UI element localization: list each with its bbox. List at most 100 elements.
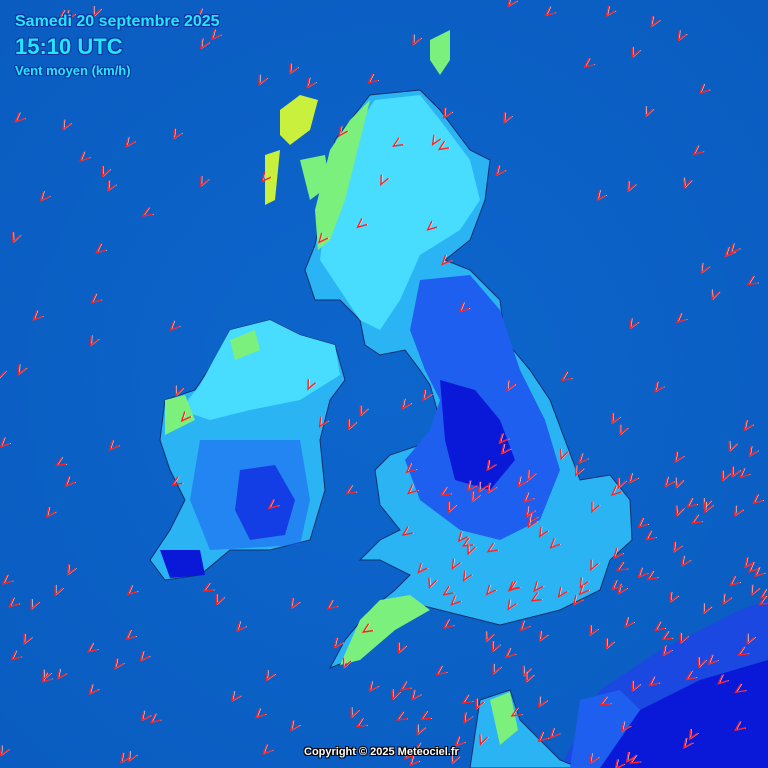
wind-direction-chevron-icon — [702, 603, 712, 615]
wind-direction-chevron-icon — [412, 34, 422, 46]
wind-direction-chevron-icon — [200, 175, 209, 188]
wind-direction-chevron-icon — [0, 745, 10, 757]
wind-direction-chevron-icon — [39, 190, 50, 202]
wind-direction-chevron-icon — [559, 448, 569, 461]
wind-direction-chevron-icon — [579, 577, 589, 589]
wind-direction-chevron-icon — [605, 638, 615, 650]
wind-direction-chevron-icon — [721, 470, 731, 483]
wind-direction-chevron-icon — [450, 753, 460, 765]
wind-direction-chevron-icon — [23, 633, 32, 646]
wind-direction-chevron-icon — [688, 728, 699, 741]
wind-direction-chevron-icon — [0, 437, 11, 448]
wind-direction-chevron-icon — [560, 371, 572, 382]
wind-direction-chevron-icon — [196, 8, 208, 19]
wind-direction-chevron-icon — [712, 289, 721, 300]
wind-direction-chevron-icon — [401, 526, 413, 537]
wind-direction-chevron-icon — [523, 665, 532, 677]
wind-direction-chevron-icon — [401, 398, 412, 410]
wind-direction-chevron-icon — [467, 543, 476, 556]
great-britain — [304, 89, 633, 669]
wind-direction-chevron-icon — [575, 465, 584, 477]
wind-direction-chevron-icon — [724, 246, 735, 258]
wind-direction-chevron-icon — [530, 592, 542, 602]
wind-direction-chevron-icon — [707, 654, 719, 666]
wind-direction-chevron-icon — [747, 562, 759, 573]
wind-direction-chevron-icon — [261, 171, 272, 183]
wind-direction-chevron-icon — [54, 456, 67, 467]
wind-direction-chevron-icon — [596, 190, 607, 202]
wind-direction-chevron-icon — [169, 320, 180, 332]
wind-direction-chevron-icon — [591, 501, 600, 514]
wind-direction-chevron-icon — [359, 405, 369, 418]
wind-direction-chevron-icon — [356, 218, 368, 229]
wind-direction-chevron-icon — [1, 574, 13, 585]
wind-direction-chevron-icon — [95, 243, 107, 254]
wind-direction-chevron-icon — [210, 29, 222, 41]
wind-direction-chevron-icon — [669, 591, 679, 604]
wind-direction-chevron-icon — [254, 708, 266, 719]
wind-direction-chevron-icon — [486, 542, 498, 553]
wind-direction-chevron-icon — [734, 683, 746, 694]
wind-direction-chevron-icon — [180, 411, 192, 423]
wind-direction-chevron-icon — [522, 665, 532, 678]
wind-direction-chevron-icon — [704, 501, 714, 514]
wind-direction-chevron-icon — [86, 642, 98, 653]
wind-direction-chevron-icon — [65, 9, 76, 22]
wind-direction-chevron-icon — [350, 707, 360, 719]
wind-direction-chevron-icon — [126, 585, 138, 596]
wind-direction-chevron-icon — [686, 497, 698, 508]
wind-direction-chevron-icon — [537, 696, 548, 708]
wind-direction-chevron-icon — [629, 318, 639, 330]
wind-direction-chevron-icon — [10, 650, 22, 661]
wind-direction-chevron-icon — [578, 584, 590, 596]
wind-direction-chevron-icon — [428, 577, 437, 589]
wind-direction-chevron-icon — [442, 585, 454, 596]
wind-direction-chevron-icon — [738, 468, 750, 479]
wind-direction-chevron-icon — [677, 30, 687, 42]
wind-direction-chevron-icon — [599, 696, 611, 706]
wind-direction-chevron-icon — [141, 207, 153, 217]
wind-direction-chevron-icon — [486, 460, 496, 472]
wind-direction-chevron-icon — [549, 728, 560, 739]
wind-direction-chevron-icon — [380, 174, 389, 187]
wind-direction-chevron-icon — [692, 145, 704, 156]
wind-direction-chevron-icon — [507, 599, 517, 611]
wind-direction-chevron-icon — [441, 254, 452, 266]
wind-direction-chevron-icon — [172, 128, 183, 140]
wind-direction-chevron-icon — [171, 476, 183, 486]
wind-direction-chevron-icon — [41, 672, 53, 683]
wind-direction-chevron-icon — [361, 623, 374, 633]
wind-direction-chevron-icon — [461, 537, 474, 547]
wind-direction-chevron-icon — [611, 580, 622, 591]
wind-direction-chevron-icon — [509, 580, 521, 591]
wind-direction-chevron-icon — [525, 506, 536, 518]
wind-direction-chevron-icon — [407, 484, 419, 495]
wind-direction-chevron-icon — [176, 385, 185, 397]
wind-direction-chevron-icon — [485, 584, 497, 596]
wind-direction-chevron-icon — [503, 112, 513, 124]
wind-direction-chevron-icon — [90, 293, 102, 304]
wind-direction-chevron-icon — [442, 618, 454, 630]
wind-direction-chevron-icon — [628, 472, 639, 485]
wind-direction-chevron-icon — [544, 6, 556, 17]
wind-direction-chevron-icon — [637, 517, 649, 529]
wind-direction-chevron-icon — [410, 689, 421, 701]
wind-direction-chevron-icon — [527, 517, 538, 529]
wind-direction-chevron-icon — [431, 134, 442, 146]
wind-direction-chevron-icon — [486, 482, 497, 495]
wind-direction-chevron-icon — [728, 440, 738, 453]
wind-direction-chevron-icon — [679, 632, 689, 645]
wind-direction-chevron-icon — [700, 262, 710, 275]
wind-direction-chevron-icon — [426, 220, 438, 231]
wind-direction-chevron-icon — [617, 477, 627, 490]
wind-direction-chevron-icon — [258, 74, 268, 86]
wind-direction-chevron-icon — [463, 712, 473, 724]
wind-direction-chevron-icon — [533, 581, 544, 593]
wind-direction-chevron-icon — [120, 752, 130, 764]
wind-direction-chevron-icon — [683, 737, 693, 750]
wind-direction-chevron-icon — [429, 577, 438, 588]
wind-direction-chevron-icon — [589, 625, 599, 637]
wind-direction-chevron-icon — [627, 181, 636, 193]
wind-direction-chevron-icon — [480, 734, 489, 745]
